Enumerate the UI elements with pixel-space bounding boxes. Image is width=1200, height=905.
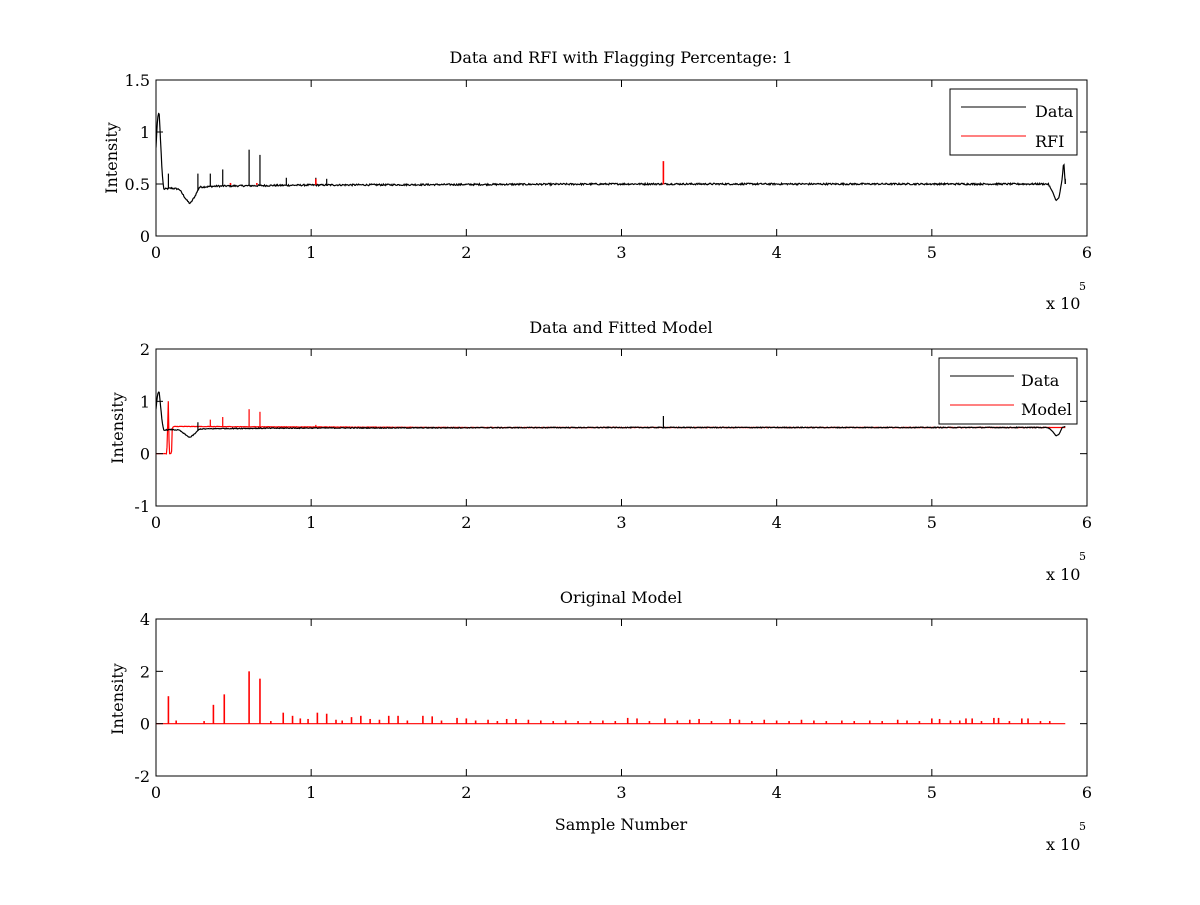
p2-xtick-label-4: 4 [772,513,782,532]
panel2-x-multiplier-exponent: 5 [1079,550,1086,563]
p3-xtick-label-0: 0 [151,783,161,802]
panel3-x-multiplier-base: x 10 [1046,835,1080,854]
panel1-x-multiplier-base: x 10 [1046,294,1080,313]
panel1: Data and RFI with Flagging Percentage: 1… [102,48,1092,313]
p2-ytick-label-2: 1 [140,392,150,411]
plot-clip-group [156,391,1066,455]
p1-series-data-line [156,112,1066,205]
p3-xtick-label-2: 2 [461,783,471,802]
panel1-legend: Data RFI [949,88,1078,156]
panel2-x-multiplier-base: x 10 [1046,565,1080,584]
panel2-legend-box [938,357,1078,425]
p2-ytick-label-3: 2 [140,340,150,359]
p1-ytick-label-0: 0 [140,227,150,246]
panel2-legend: Data Model [938,357,1078,425]
p1-xtick-label-0: 0 [151,243,161,262]
p2-xtick-label-1: 1 [306,513,316,532]
panel3-title: Original Model [560,588,682,607]
panel1-title: Data and RFI with Flagging Percentage: 1 [449,48,792,67]
panel1-ylabel: Intensity [102,122,121,194]
p3-ytick-label-1: 0 [140,715,150,734]
p3-ytick-label-0: -2 [134,767,150,786]
p1-xtick-label-4: 4 [772,243,782,262]
panel1-legend-box [949,88,1078,156]
p1-xtick-label-2: 2 [461,243,471,262]
panel1-legend-label-rfi: RFI [1035,132,1064,151]
p3-xtick-label-5: 5 [927,783,937,802]
p1-xtick-label-3: 3 [616,243,626,262]
panel3-xlabel: Sample Number [555,815,688,834]
panel1-x-multiplier: x 10 5 [1046,280,1086,313]
panel3-ylabel: Intensity [108,663,127,735]
p2-ytick-label-0: -1 [134,497,150,516]
panel1-legend-label-data: Data [1035,102,1074,121]
panel3: Original Model Intensity Sample Number 0… [108,588,1092,854]
p1-ytick-label-1: 0.5 [125,175,150,194]
p1-xtick-label-5: 5 [927,243,937,262]
p2-xtick-label-0: 0 [151,513,161,532]
p3-xtick-label-6: 6 [1082,783,1092,802]
panel2-plot-area [156,391,1066,455]
panel1-plot-area [156,112,1066,205]
p3-ytick-label-3: 4 [140,610,150,629]
panel3-x-multiplier: x 10 5 [1046,820,1086,854]
p1-xtick-label-1: 1 [306,243,316,262]
panel2-x-multiplier: x 10 5 [1046,550,1086,584]
p2-series-data-line [156,391,1066,438]
panel3-plot-area [156,671,1066,725]
panel1-ticks: 0 1 2 3 4 5 6 0 0.5 1 1.5 [125,71,1093,262]
p2-ytick-label-1: 0 [140,445,150,464]
p3-xtick-label-4: 4 [772,783,782,802]
p3-xtick-label-1: 1 [306,783,316,802]
panel2-legend-label-model: Model [1021,400,1072,419]
panel2-legend-label-data: Data [1021,371,1060,390]
plot-clip-group [156,112,1066,205]
p3-ytick-label-2: 2 [140,662,150,681]
panel1-x-multiplier-exponent: 5 [1079,280,1086,293]
p1-ytick-label-2: 1 [140,123,150,142]
p2-xtick-label-3: 3 [616,513,626,532]
p1-ytick-label-3: 1.5 [125,71,150,90]
panel3-x-multiplier-exponent: 5 [1079,820,1086,833]
panel2: Data and Fitted Model Intensity 0 1 2 3 4 5 6 -… [108,318,1092,584]
panel2-title: Data and Fitted Model [529,318,712,337]
p1-xtick-label-6: 6 [1082,243,1092,262]
p3-xtick-label-3: 3 [616,783,626,802]
panel2-ylabel: Intensity [108,392,127,464]
plot-clip-group [156,671,1066,725]
p2-xtick-label-2: 2 [461,513,471,532]
p2-xtick-label-5: 5 [927,513,937,532]
p2-xtick-label-6: 6 [1082,513,1092,532]
